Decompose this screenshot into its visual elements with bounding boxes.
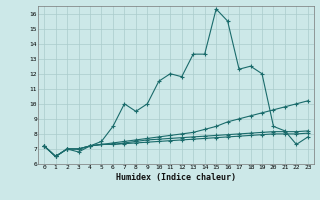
X-axis label: Humidex (Indice chaleur): Humidex (Indice chaleur) [116,173,236,182]
